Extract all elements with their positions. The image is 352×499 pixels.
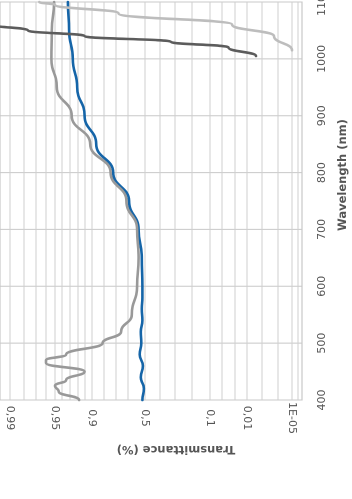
grid — [0, 1, 303, 401]
wavelength-tick-labels: 400 500 600 700 800 900 1000 1100 — [315, 0, 328, 411]
series-line-4 — [38, 0, 294, 52]
series-line-2 — [44, 0, 140, 402]
wavelength-tick-label: 500 — [315, 333, 328, 354]
transmittance-tick-label: 1E-05 — [286, 402, 299, 434]
transmittance-tick-label: 0,99 — [4, 406, 17, 431]
wavelength-tick-label: 1100 — [315, 0, 328, 16]
wavelength-tick-label: 1000 — [315, 45, 328, 73]
wavelength-tick-label: 400 — [315, 390, 328, 411]
transmittance-tick-labels: 1E-05 0,01 0,1 0,5 0,9 0,95 0,99 — [4, 402, 299, 434]
x-axis-title: Wavelength (nm) — [335, 119, 349, 231]
transmittance-tick-label: 0,1 — [204, 409, 217, 427]
series-line-3 — [0, 25, 258, 58]
wavelength-tick-label: 800 — [315, 162, 328, 183]
transmittance-tick-label: 0,5 — [139, 409, 152, 427]
wavelength-tick-label: 600 — [315, 276, 328, 297]
wavelength-tick-label: 900 — [315, 105, 328, 126]
transmittance-tick-label: 0,01 — [241, 406, 254, 431]
wavelength-tick-label: 700 — [315, 219, 328, 240]
transmittance-tick-label: 0,9 — [86, 409, 99, 427]
series-layer — [0, 0, 294, 402]
transmittance-tick-label: 0,95 — [49, 406, 62, 431]
plot-frame — [0, 1, 303, 401]
y-axis-title: Transmittance (%) — [117, 443, 236, 457]
series-line-1 — [66, 0, 146, 402]
